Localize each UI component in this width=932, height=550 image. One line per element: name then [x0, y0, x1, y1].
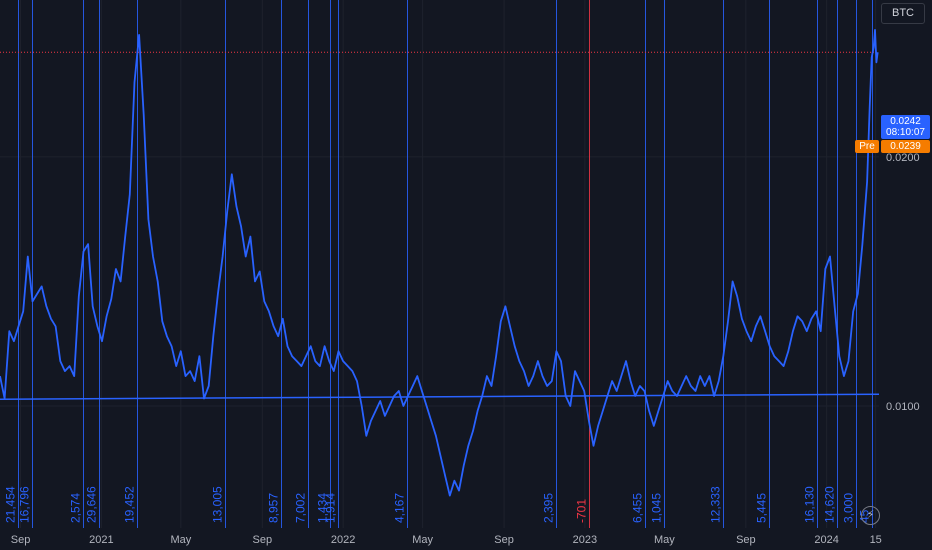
vertical-marker-label: 1,914 — [324, 493, 338, 523]
x-tick-label: 2023 — [573, 534, 597, 546]
vertical-markers — [18, 0, 873, 528]
series — [0, 29, 879, 497]
pre-market-label: Pre — [855, 140, 879, 153]
x-tick-label: Sep — [494, 534, 514, 546]
vertical-marker-label: 12,333 — [709, 486, 723, 523]
x-tick-label: May — [412, 534, 433, 546]
vertical-marker-label: 2,395 — [542, 493, 556, 523]
x-tick-label: Sep — [736, 534, 756, 546]
vertical-marker-label: 6,455 — [631, 493, 645, 523]
vertical-marker-label: 16,130 — [803, 486, 817, 523]
x-tick-label: Sep — [11, 534, 31, 546]
vertical-marker-label: 13,005 — [211, 486, 225, 523]
y-axis: 0.0100 0.0200 — [886, 152, 920, 413]
support-line — [0, 393, 880, 400]
vertical-marker-label: 5,445 — [755, 493, 769, 523]
vertical-marker-label: 3,000 — [842, 493, 856, 523]
bar-countdown: 08:10:07 — [886, 127, 925, 138]
y-tick-label: 0.0100 — [886, 401, 920, 413]
vertical-marker-label: 19,452 — [123, 486, 137, 523]
x-tick-label: May — [654, 534, 675, 546]
x-tick-label: Sep — [253, 534, 273, 546]
x-tick-label: 2021 — [89, 534, 113, 546]
horizontal-lines — [0, 51, 880, 400]
vertical-marker-label: 7,002 — [294, 493, 308, 523]
vertical-marker-label: 29,646 — [85, 486, 99, 523]
vertical-marker-label: 16,796 — [18, 486, 32, 523]
vertical-marker-label: 8,957 — [267, 493, 281, 523]
vertical-marker-labels: 21,454 16,796 2,574 29,646 19,452 13,005 8,957… — [4, 486, 872, 523]
symbol-badge[interactable]: BTC — [881, 3, 925, 24]
x-axis: Sep 2021 May Sep 2022 May Sep 2023 May Sep 2024 15 — [11, 534, 882, 546]
last-price-tag: 0.0242 08:10:07 — [881, 115, 930, 139]
x-tick-label: 2024 — [814, 534, 838, 546]
vertical-marker-label: 21,454 — [4, 486, 18, 523]
last-price-value: 0.0242 — [890, 116, 921, 127]
series-line — [0, 29, 879, 497]
vertical-marker-label: 2,574 — [69, 493, 83, 523]
x-tick-label: 2022 — [331, 534, 355, 546]
vertical-marker-label: 1,434 — [316, 493, 330, 523]
pre-market-value: 0.0239 — [881, 140, 930, 153]
vertical-marker-label: 1,045 — [650, 493, 664, 523]
lightning-icon[interactable]: ⚡ — [861, 506, 880, 525]
vertical-marker-label: -701 — [575, 499, 589, 523]
vertical-marker-label: 14,620 — [823, 486, 837, 523]
x-tick-label: 15 — [870, 534, 882, 546]
x-tick-label: May — [170, 534, 191, 546]
y-tick-label: 0.0200 — [886, 152, 920, 164]
vertical-marker-label: 4,167 — [393, 493, 407, 523]
